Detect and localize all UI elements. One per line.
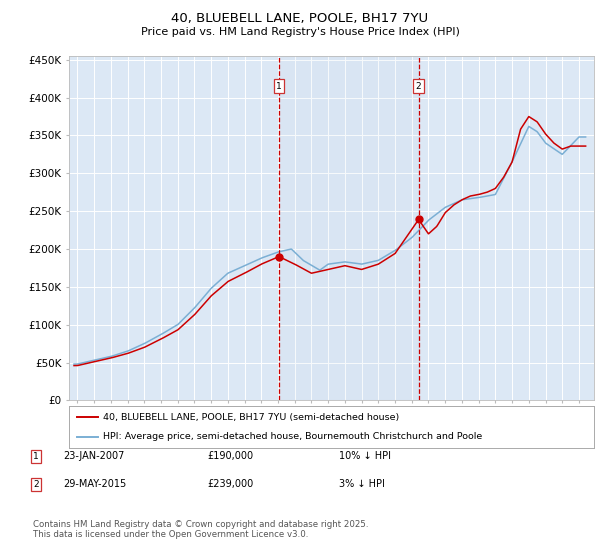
Text: £190,000: £190,000 <box>207 451 253 461</box>
Text: HPI: Average price, semi-detached house, Bournemouth Christchurch and Poole: HPI: Average price, semi-detached house,… <box>103 432 482 441</box>
Text: 23-JAN-2007: 23-JAN-2007 <box>63 451 124 461</box>
Text: 1: 1 <box>276 82 282 91</box>
Text: Price paid vs. HM Land Registry's House Price Index (HPI): Price paid vs. HM Land Registry's House … <box>140 27 460 37</box>
Text: 29-MAY-2015: 29-MAY-2015 <box>63 479 126 489</box>
Text: 2: 2 <box>33 480 38 489</box>
Text: 40, BLUEBELL LANE, POOLE, BH17 7YU: 40, BLUEBELL LANE, POOLE, BH17 7YU <box>172 12 428 25</box>
Text: 40, BLUEBELL LANE, POOLE, BH17 7YU (semi-detached house): 40, BLUEBELL LANE, POOLE, BH17 7YU (semi… <box>103 413 400 422</box>
Text: 2: 2 <box>416 82 421 91</box>
Text: Contains HM Land Registry data © Crown copyright and database right 2025.
This d: Contains HM Land Registry data © Crown c… <box>33 520 368 539</box>
Text: 3% ↓ HPI: 3% ↓ HPI <box>339 479 385 489</box>
Text: 1: 1 <box>33 452 39 461</box>
Bar <box>279 56 419 400</box>
Text: 10% ↓ HPI: 10% ↓ HPI <box>339 451 391 461</box>
Text: £239,000: £239,000 <box>207 479 253 489</box>
